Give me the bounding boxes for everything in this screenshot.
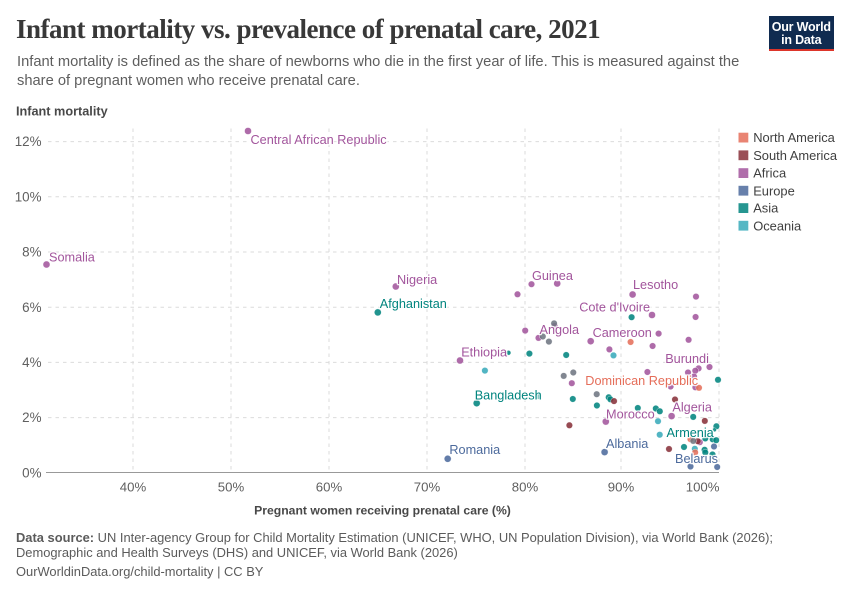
svg-text:Cameroon: Cameroon: [593, 326, 652, 340]
svg-text:Ethiopia: Ethiopia: [461, 345, 508, 359]
svg-text:50%: 50%: [218, 480, 245, 495]
svg-text:South America: South America: [753, 148, 838, 163]
svg-text:0%: 0%: [22, 465, 41, 480]
svg-text:Infant mortality: Infant mortality: [16, 105, 108, 119]
svg-text:Oceania: Oceania: [753, 218, 802, 233]
svg-text:Belarus: Belarus: [675, 452, 718, 466]
svg-text:Armenia: Armenia: [667, 426, 715, 440]
svg-text:Somalia: Somalia: [49, 251, 96, 265]
svg-text:8%: 8%: [22, 245, 41, 260]
svg-text:Africa: Africa: [753, 166, 787, 181]
svg-text:6%: 6%: [22, 300, 41, 315]
svg-text:North America: North America: [753, 130, 835, 145]
svg-text:70%: 70%: [414, 480, 441, 495]
svg-text:Lesotho: Lesotho: [633, 278, 678, 292]
svg-text:Algeria: Algeria: [672, 400, 712, 414]
svg-text:Europe: Europe: [753, 183, 795, 198]
svg-text:Cote d'Ivoire: Cote d'Ivoire: [579, 300, 650, 314]
svg-text:Albania: Albania: [606, 437, 649, 451]
svg-text:80%: 80%: [512, 480, 539, 495]
svg-text:Burundi: Burundi: [665, 352, 709, 366]
svg-text:40%: 40%: [120, 480, 147, 495]
svg-text:12%: 12%: [15, 134, 42, 149]
svg-text:100%: 100%: [686, 480, 720, 495]
svg-text:Asia: Asia: [753, 201, 779, 216]
svg-text:Nigeria: Nigeria: [397, 273, 438, 287]
svg-text:Bangladesh: Bangladesh: [475, 388, 542, 402]
svg-text:Pregnant women receiving prena: Pregnant women receiving prenatal care (…: [254, 504, 511, 518]
svg-text:90%: 90%: [608, 480, 635, 495]
svg-text:60%: 60%: [316, 480, 343, 495]
svg-text:Dominican Republic: Dominican Republic: [585, 374, 698, 388]
svg-text:Romania: Romania: [449, 443, 501, 457]
svg-text:Guinea: Guinea: [532, 269, 574, 283]
svg-text:Angola: Angola: [540, 323, 580, 337]
svg-text:Morocco: Morocco: [606, 408, 655, 422]
svg-text:Afghanistan: Afghanistan: [380, 297, 447, 311]
svg-text:4%: 4%: [22, 355, 41, 370]
svg-text:2%: 2%: [22, 410, 41, 425]
svg-text:Central African Republic: Central African Republic: [251, 133, 388, 147]
svg-text:10%: 10%: [15, 189, 42, 204]
